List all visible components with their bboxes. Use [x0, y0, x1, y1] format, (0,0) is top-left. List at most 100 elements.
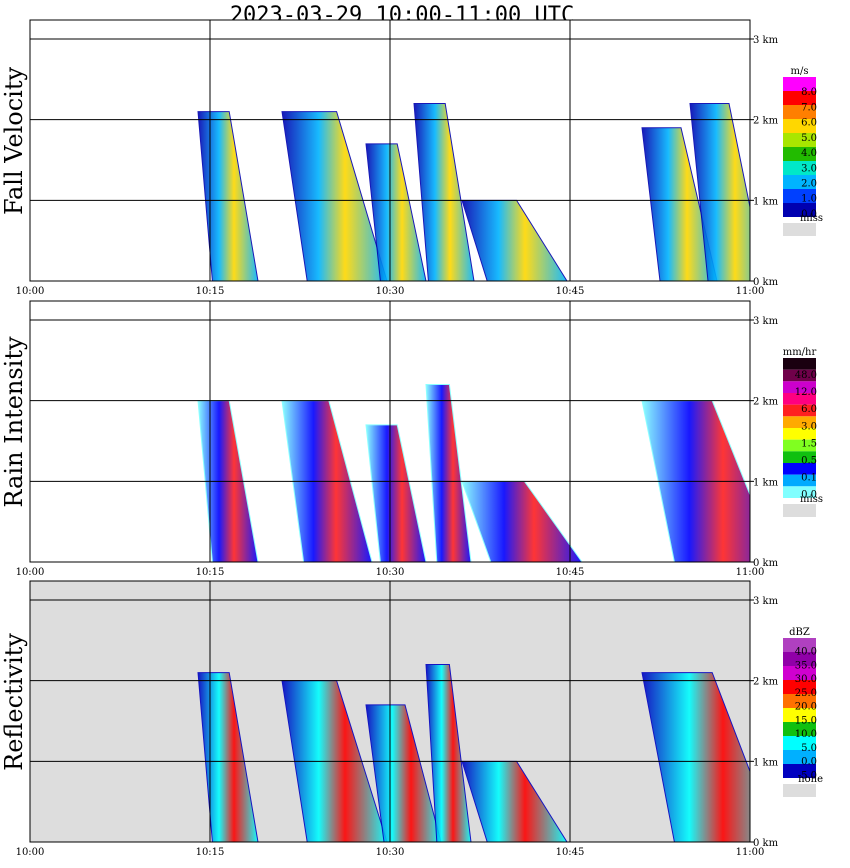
time-tick-label: 10:15 — [196, 567, 225, 578]
height-tick-label: 0 km — [753, 838, 779, 849]
panel-3: 10:00 10:15 10:30 10:45 11:000 km 1 km 2 km 3 k… — [0, 580, 823, 858]
colorbar-swatch — [783, 736, 816, 750]
echo-cell — [425, 664, 472, 842]
colorbar-swatch — [783, 666, 816, 680]
time-tick-label: 10:00 — [16, 847, 45, 858]
echo-cell — [365, 424, 427, 562]
colorbar-swatch — [783, 474, 816, 487]
colorbar-level-label: 10.0 — [795, 729, 817, 740]
height-tick-label: 1 km — [753, 477, 779, 488]
panel-2: 10:00 10:15 10:30 10:45 11:000 km 1 km 2 km 3 k… — [0, 300, 823, 578]
colorbar-level-label: 48.0 — [795, 370, 817, 381]
height-tick-label: 0 km — [753, 558, 779, 569]
colorbar-swatch — [783, 694, 816, 708]
colorbar-level-label: 3.0 — [801, 421, 817, 432]
height-tick-label: 2 km — [753, 116, 779, 127]
panel-1: 10:00 10:15 10:30 10:45 11:000 km 1 km 2 km 3 k… — [0, 19, 823, 297]
colorbar-level-label: 1.5 — [801, 438, 817, 449]
colorbar-swatch — [783, 358, 816, 370]
height-tick-label: 3 km — [753, 35, 779, 46]
colorbar-level-label: 15.0 — [795, 715, 817, 726]
colorbar-level-label: 30.0 — [795, 674, 817, 685]
colorbar-swatch — [783, 652, 816, 666]
colorbar-level-label: 4.0 — [801, 148, 817, 159]
height-tick-label: 1 km — [753, 757, 779, 768]
echo-cell — [365, 143, 427, 281]
colorbar-level-label: 40.0 — [795, 647, 817, 658]
echo-cell — [641, 127, 718, 281]
height-tick-label: 3 km — [753, 316, 779, 327]
colorbar-level-label: 0.0 — [801, 757, 817, 768]
colorbar-level-label: -5.0 — [798, 770, 817, 781]
panel-ylabel: Reflectivity — [0, 633, 28, 771]
plot-frame — [29, 19, 751, 282]
plot-frame — [29, 300, 751, 563]
colorbar-swatch — [783, 750, 816, 764]
colorbar-swatch — [783, 764, 816, 778]
height-tick-label: 2 km — [753, 677, 779, 688]
colorbar-unit: m/s — [791, 66, 809, 77]
echo-cells — [197, 103, 750, 281]
colorbar-swatch — [783, 369, 816, 382]
colorbar-swatch — [783, 119, 816, 133]
height-tick-label: 3 km — [753, 596, 779, 607]
colorbar-level-label: 12.0 — [795, 387, 817, 398]
time-tick-label: 10:30 — [376, 847, 405, 858]
colorbar-level-label: 1.0 — [801, 194, 817, 205]
echo-cell — [197, 672, 259, 842]
colorbar-swatch — [783, 203, 816, 217]
colorbar-level-label: 25.0 — [795, 688, 817, 699]
colorbar-missing-swatch — [783, 223, 816, 236]
time-tick-label: 11:00 — [736, 567, 765, 578]
colorbar-swatch — [783, 680, 816, 694]
colorbar-unit: dBZ — [789, 627, 810, 638]
height-tick-label: 0 km — [753, 277, 779, 288]
colorbar-swatch — [783, 147, 816, 161]
colorbar-missing-label: none — [798, 774, 823, 785]
colorbar-swatch — [783, 393, 816, 405]
panels: 10:00 10:15 10:30 10:45 11:000 km1 km2 km3 k… — [0, 19, 823, 858]
colorbar-level-label: 20.0 — [795, 702, 817, 713]
colorbar-swatch — [783, 451, 816, 463]
time-tick-label: 10:00 — [16, 286, 45, 297]
colorbar-level-label: 6.0 — [801, 404, 817, 415]
height-tick-label: 2 km — [753, 397, 779, 408]
colorbar-swatch — [783, 381, 816, 393]
colorbar-level-label: 5.0 — [801, 743, 817, 754]
colorbar-swatch — [783, 175, 816, 189]
colorbar-swatch — [783, 189, 816, 203]
colorbar-level-label: 7.0 — [801, 102, 817, 113]
colorbar-swatch — [783, 133, 816, 147]
height-tick-label: 1 km — [753, 196, 779, 207]
colorbar-swatch — [783, 638, 816, 652]
colorbar-level-label: 3.0 — [801, 163, 817, 174]
echo-cell — [413, 103, 475, 281]
colorbar-swatch — [783, 91, 816, 105]
colorbar-level-label: 0.5 — [801, 455, 817, 466]
colorbar-level-label: 2.0 — [801, 179, 817, 190]
colorbar-swatch — [783, 77, 816, 91]
colorbar-level-label: 8.0 — [801, 87, 817, 98]
colorbar-missing-label: miss — [800, 494, 823, 505]
colorbar-swatch — [783, 416, 816, 428]
colorbar: dBZ 40.0 35.0 30.0 25.0 20.0 15.0 10.0 5.0 0.0 -5.… — [783, 627, 823, 797]
time-tick-label: 10:45 — [556, 286, 585, 297]
echo-cell — [365, 704, 442, 842]
time-tick-label: 11:00 — [736, 286, 765, 297]
colorbar-level-label: 0.0 — [801, 490, 817, 501]
time-tick-label: 10:00 — [16, 567, 45, 578]
time-tick-label: 10:15 — [196, 286, 225, 297]
plot-frame — [29, 580, 751, 843]
echo-cell — [197, 111, 259, 281]
colorbar-missing-swatch — [783, 784, 816, 797]
colorbar-swatch — [783, 404, 816, 417]
echo-cell — [425, 384, 472, 562]
time-tick-label: 10:45 — [556, 567, 585, 578]
time-tick-label: 11:00 — [736, 847, 765, 858]
time-tick-label: 10:30 — [376, 567, 405, 578]
colorbar-level-label: 5.0 — [801, 133, 817, 144]
colorbar-level-label: 0.1 — [801, 473, 817, 484]
